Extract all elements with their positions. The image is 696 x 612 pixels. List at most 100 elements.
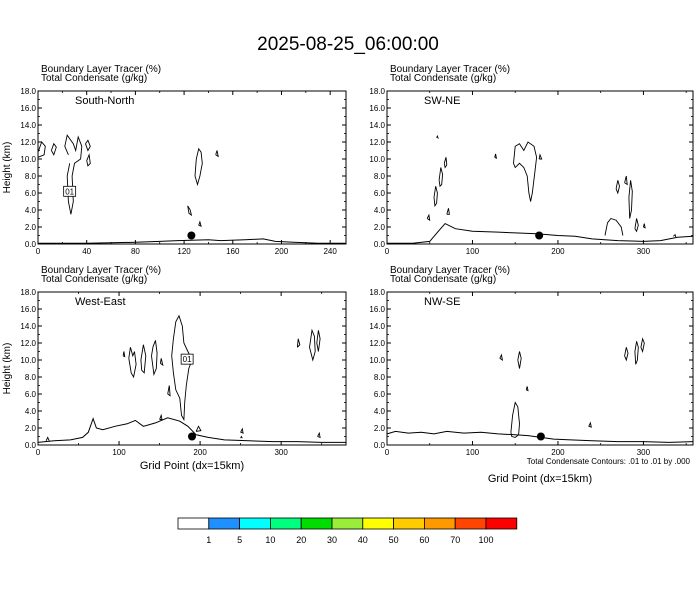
condensate-contour [446, 208, 450, 215]
terrain-line [386, 430, 694, 443]
y-tick-label: 18.0 [20, 288, 36, 297]
contour-label-box [180, 353, 194, 365]
condensate-contour [187, 205, 193, 217]
panel-header-line1: Boundary Layer Tracer (%) [390, 64, 510, 75]
y-tick-label: 6.0 [25, 390, 37, 399]
condensate-contour [64, 134, 83, 215]
x-tick-label: 100 [466, 448, 480, 457]
panel-header-line1: Boundary Layer Tracer (%) [390, 265, 510, 276]
colorbar-label: 1 [206, 535, 211, 545]
panel-3: Boundary Layer Tracer (%) Total Condensat… [369, 265, 694, 485]
condensate-contour [525, 386, 529, 392]
panel-label: West-East [75, 296, 126, 308]
y-tick-label: 12.0 [369, 339, 385, 348]
colorbar-label: 50 [389, 535, 399, 545]
x-tick-label: 300 [637, 448, 651, 457]
plot-frame [386, 291, 694, 446]
y-tick-label: 10.0 [20, 356, 36, 365]
colorbar-label: 40 [358, 535, 368, 545]
condensate-contour [198, 220, 202, 227]
x-tick-label: 240 [323, 247, 337, 256]
condensate-contour [436, 134, 439, 139]
y-tick-label: 2.0 [374, 223, 386, 232]
condensate-contour [215, 150, 219, 158]
colorbar-swatch [239, 517, 271, 530]
y-tick-label: 8.0 [25, 172, 37, 181]
y-tick-label: 0.0 [25, 240, 37, 249]
y-tick-label: 10.0 [369, 356, 385, 365]
panel-header-line1: Boundary Layer Tracer (%) [41, 64, 161, 75]
condensate-contour [171, 314, 193, 422]
terrain-line [387, 222, 694, 244]
condensate-contour [517, 351, 522, 369]
colorbar-swatch [177, 517, 210, 530]
condensate-contour [86, 153, 91, 167]
x-axis-label: Grid Point (dx=15km) [488, 473, 592, 485]
colorbar-swatch [269, 517, 302, 530]
condensate-contour [151, 340, 158, 377]
x-tick-label: 0 [36, 448, 41, 457]
footnote: Total Condensate Contours: .01 to .01 by… [527, 457, 691, 466]
panel-1: Boundary Layer Tracer (%)Total Condensat… [369, 64, 694, 256]
condensate-contour [433, 186, 438, 208]
y-tick-label: 12.0 [20, 339, 36, 348]
condensate-contour [240, 435, 243, 439]
y-tick-label: 8.0 [25, 373, 37, 382]
condensate-contour [50, 142, 57, 156]
colorbar-swatch [208, 517, 241, 530]
panel-0: Boundary Layer Tracer (%)Total Condensat… [2, 64, 347, 256]
plot-frame [37, 90, 347, 245]
condensate-contour [128, 347, 137, 379]
terrain-line [37, 417, 346, 443]
colorbar-swatch [362, 517, 394, 530]
condensate-contour [317, 431, 321, 439]
y-tick-label: 18.0 [20, 87, 36, 96]
x-tick-label: 120 [177, 247, 191, 256]
x-tick-label: 0 [385, 448, 390, 457]
x-axis-label: Grid Point (dx=15km) [140, 460, 244, 472]
panel-label: South-North [75, 95, 134, 107]
condensate-contour [494, 153, 498, 160]
condensate-contour [37, 141, 46, 158]
location-marker [536, 432, 545, 441]
panel-header-line2: Total Condensate (g/kg) [390, 73, 496, 84]
y-axis-label: Height (km) [2, 343, 13, 395]
location-marker [188, 432, 196, 441]
colorbar-label: 100 [478, 535, 493, 545]
y-tick-label: 4.0 [374, 206, 386, 215]
location-marker [187, 231, 196, 240]
panel-label: SW-NE [424, 95, 460, 107]
y-tick-label: 14.0 [20, 121, 36, 130]
condensate-contour [426, 213, 431, 222]
condensate-contour [615, 180, 620, 195]
condensate-contour [673, 233, 677, 238]
y-tick-label: 4.0 [374, 407, 386, 416]
colorbar-label: 10 [265, 535, 275, 545]
condensate-contour [159, 413, 163, 420]
location-marker [535, 231, 544, 240]
y-tick-label: 6.0 [374, 189, 386, 198]
colorbar-label: 5 [237, 535, 242, 545]
condensate-contour [195, 425, 202, 432]
condensate-contour [140, 344, 147, 374]
y-tick-label: 2.0 [25, 424, 37, 433]
y-tick-label: 10.0 [20, 155, 36, 164]
y-tick-label: 4.0 [25, 407, 37, 416]
y-tick-label: 16.0 [369, 305, 385, 314]
x-tick-label: 200 [551, 247, 565, 256]
plot-frame [37, 291, 347, 446]
x-tick-label: 0 [36, 247, 41, 256]
condensate-contour [45, 436, 50, 441]
condensate-contour [443, 157, 448, 169]
condensate-contour [538, 153, 543, 160]
condensate-contour [194, 147, 203, 187]
y-tick-label: 6.0 [25, 189, 37, 198]
panel-label: NW-SE [424, 296, 460, 308]
y-tick-label: 2.0 [25, 223, 37, 232]
colorbar-swatch [485, 517, 518, 530]
condensate-contour [240, 427, 244, 434]
plot-frame [386, 90, 694, 245]
colorbar-label: 60 [419, 535, 429, 545]
condensate-contour [296, 338, 301, 348]
